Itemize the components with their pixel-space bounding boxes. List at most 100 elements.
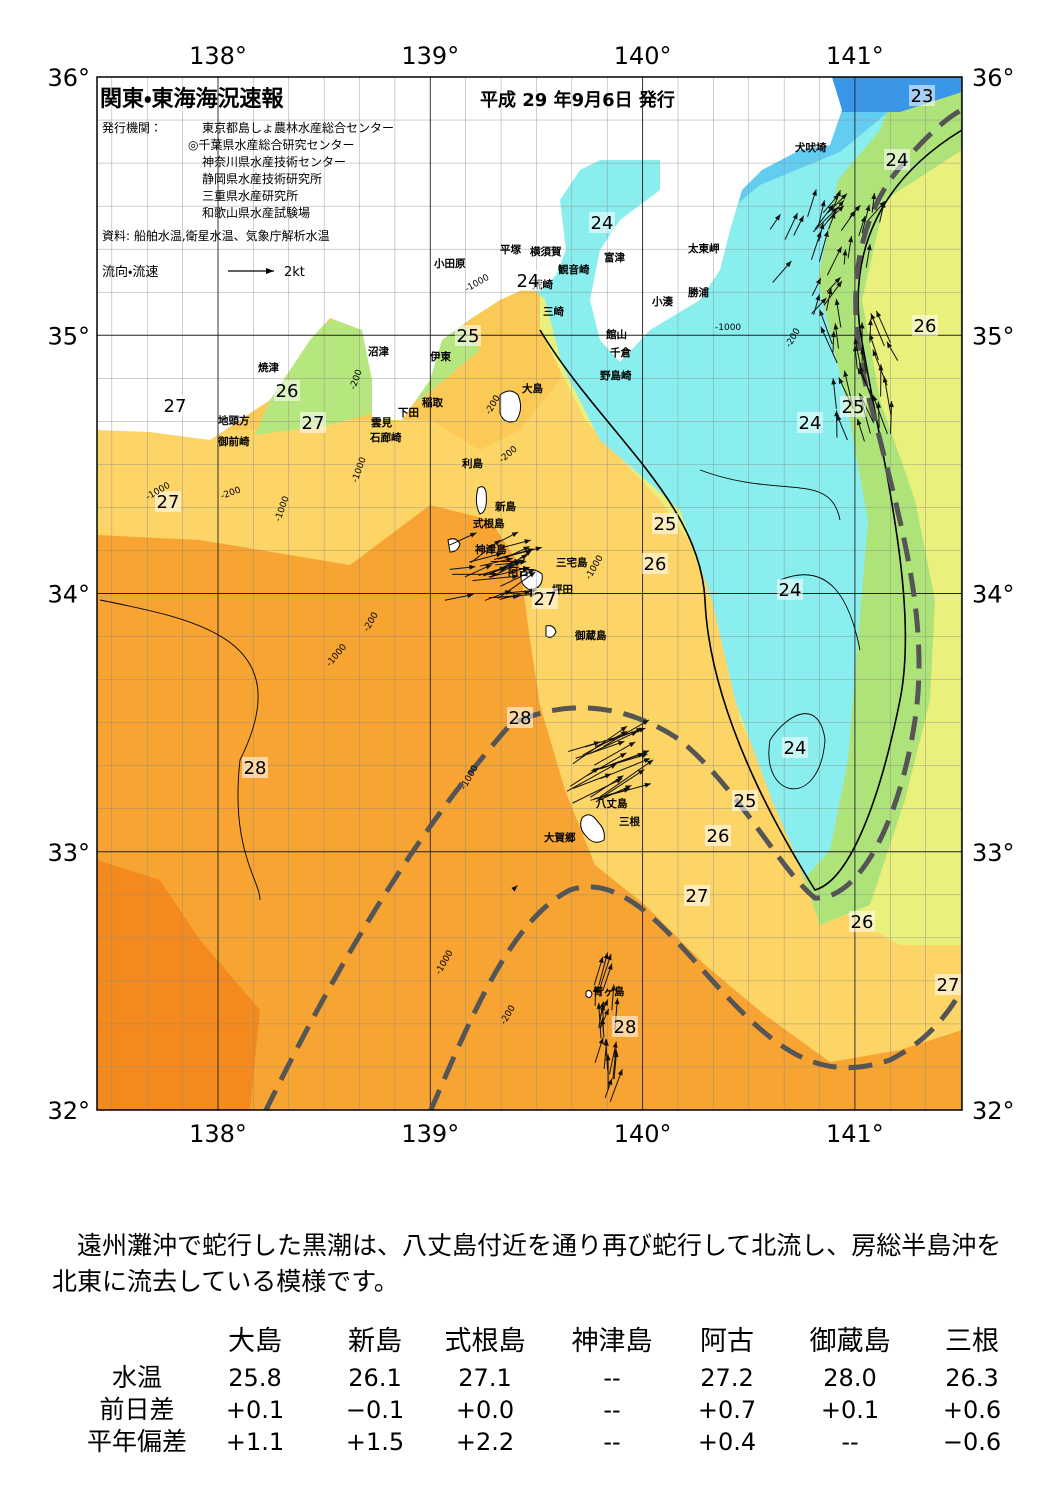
lon-tick-label: 140° — [614, 42, 672, 70]
isotherm-label: 24 — [779, 580, 802, 601]
sea-temperature-map: 関東・東海海況速報 平成 29 年9月6日 発行 発行機関： 資料: 船舶水温,… — [47, 42, 1015, 1148]
current-arrow — [883, 376, 892, 416]
current-arrowhead — [852, 345, 858, 352]
current-arrowhead — [819, 222, 825, 230]
current-arrowhead — [853, 338, 859, 345]
table-value: 26.1 — [348, 1364, 401, 1392]
current-arrow — [472, 575, 519, 582]
table-value: -- — [841, 1428, 858, 1456]
map-frame — [96, 76, 963, 1111]
current-arrowhead — [820, 326, 826, 334]
current-arrow — [593, 788, 631, 800]
current-arrowhead — [860, 347, 866, 355]
current-arrow — [819, 309, 833, 345]
current-arrowhead — [792, 212, 798, 220]
current-arrowhead — [514, 558, 521, 564]
current-arrow — [872, 394, 888, 435]
current-arrow — [575, 740, 625, 759]
current-arrowhead — [495, 552, 503, 558]
current-arrowhead — [785, 260, 792, 268]
current-arrowhead — [603, 1038, 609, 1045]
isotherm-label: 27 — [534, 589, 557, 610]
current-arrowhead — [620, 731, 628, 737]
current-arrowhead — [856, 418, 862, 426]
current-arrow — [470, 539, 501, 564]
isotherm-label-bg — [155, 491, 181, 512]
current-arrow — [603, 719, 650, 747]
current-arrow — [587, 752, 627, 776]
place-name: 御蔵島 — [574, 629, 607, 642]
isotherm-label-bg — [515, 270, 541, 291]
current-arrow — [497, 571, 536, 599]
current-arrowhead — [523, 566, 530, 572]
place-name: 観音崎 — [557, 263, 590, 276]
current-arrowhead — [823, 230, 829, 238]
isotherm-label-bg — [732, 790, 758, 811]
column-header: 御蔵島 — [810, 1326, 891, 1357]
current-arrowhead — [833, 323, 839, 330]
current-arrowhead — [848, 236, 854, 243]
table-value: 26.3 — [945, 1364, 998, 1392]
current-arrow — [597, 769, 645, 801]
isotherm-label-bg — [705, 825, 731, 846]
current-arrowhead — [512, 574, 519, 580]
current-arrowhead — [865, 204, 871, 212]
isotherm-label: 23 — [911, 86, 934, 107]
lat-tick-label: 32° — [972, 1097, 1015, 1125]
current-arrowhead — [603, 1008, 609, 1016]
lon-tick-label: 138° — [189, 1120, 247, 1148]
row-label: 平年偏差 — [87, 1427, 187, 1456]
isotherm-label-bg — [797, 412, 823, 433]
current-arrowhead — [870, 313, 876, 320]
lat-tick-label: 35° — [47, 322, 90, 350]
isotherm-28 — [99, 599, 261, 901]
current-arrowhead — [646, 759, 654, 766]
legend-scale: 2kt — [284, 265, 305, 280]
place-name: 石廊崎 — [369, 431, 402, 444]
current-arrowhead — [504, 590, 512, 596]
place-name: 大島 — [522, 382, 543, 395]
current-arrowhead — [492, 571, 499, 577]
place-name: 利島 — [462, 457, 483, 470]
isotherm-label-bg — [455, 325, 481, 346]
current-arrowhead — [494, 539, 501, 546]
kuroshio-axis-south — [428, 884, 962, 1110]
current-arrowhead — [524, 590, 531, 596]
current-arrowhead — [519, 559, 527, 565]
current-arrowhead — [867, 319, 873, 326]
kuroshio-axis — [263, 107, 962, 1110]
place-name: 伊東 — [429, 350, 451, 363]
current-arrowhead — [866, 243, 872, 251]
current-arrow — [566, 763, 617, 792]
header: 関東・東海海況速報 平成 29 年9月6日 発行 発行機関： 資料: 船舶水温,… — [100, 86, 675, 280]
table-value: 25.8 — [228, 1364, 281, 1392]
place-name: 館山 — [605, 328, 627, 341]
isotherm-label-bg — [589, 212, 615, 233]
isotherm-label-bg — [300, 412, 326, 433]
current-arrow — [600, 759, 654, 798]
isotherm-label: 27 — [937, 975, 960, 996]
isotherm-label: 25 — [654, 514, 677, 535]
current-arrowhead — [636, 728, 643, 733]
major-grid — [97, 77, 962, 1110]
table-value: +0.6 — [943, 1396, 1001, 1424]
issuer: 和歌山県水産試験場 — [202, 205, 310, 220]
lon-tick-label: 139° — [401, 42, 459, 70]
isotherm-label: 25 — [734, 791, 757, 812]
place-name: 焼津 — [258, 361, 279, 374]
current-arrowhead — [469, 532, 477, 538]
current-arrowhead — [837, 205, 844, 212]
current-arrowhead — [815, 277, 821, 285]
isotherm-label: 25 — [457, 326, 480, 347]
current-arrowhead — [614, 998, 620, 1005]
current-arrowhead — [876, 310, 882, 318]
place-name: 地頭方 — [218, 414, 250, 427]
current-arrowhead — [859, 365, 865, 373]
current-arrowhead — [888, 401, 894, 408]
isotherm-label: 24 — [799, 413, 822, 434]
isotherm-label-bg — [909, 85, 935, 106]
isotherm-label-bg — [884, 149, 910, 170]
current-arrowhead — [860, 216, 866, 223]
current-arrowhead — [610, 984, 616, 991]
current-arrowhead — [834, 410, 840, 417]
